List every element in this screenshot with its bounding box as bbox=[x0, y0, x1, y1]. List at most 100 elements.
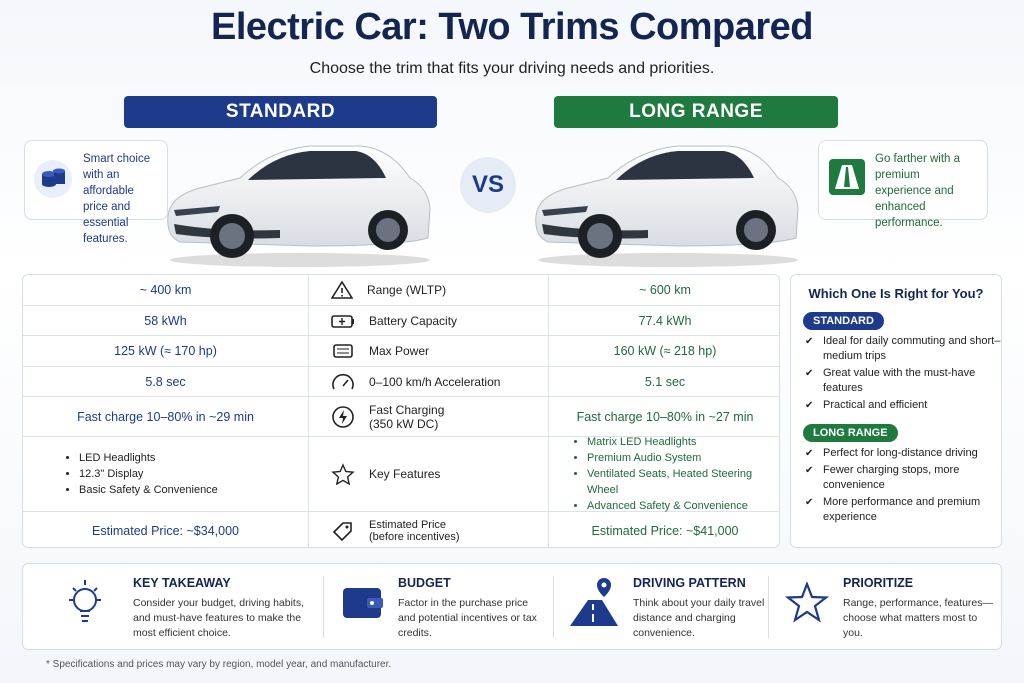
blurb-card: Go farther with a premium experience and… bbox=[818, 140, 988, 229]
tip-text: Range, performance, features—choose what… bbox=[843, 597, 993, 639]
spec-table: ~ 400 km Range (WLTP) ~ 600 km 58 kWh Batte… bbox=[22, 274, 780, 548]
tip-title: KEY TAKEAWAY bbox=[133, 576, 231, 590]
tip-text: Factor in the purchase price and potenti… bbox=[398, 597, 537, 639]
car-image bbox=[535, 145, 799, 268]
spec-label: Estimated Price (before incentives) bbox=[369, 518, 460, 543]
check-item: More performance and premium experience bbox=[805, 495, 1001, 525]
cell: Key Features bbox=[309, 437, 549, 511]
cell: LED Headlights12.3" DisplayBasic Safety … bbox=[23, 437, 309, 511]
spec-label: Range (WLTP) bbox=[367, 283, 447, 297]
footnote: * Specifications and prices may vary by … bbox=[46, 659, 392, 670]
tip: DRIVING PATTERN Think about your daily tr… bbox=[633, 572, 768, 642]
wallet-icon bbox=[343, 588, 383, 618]
tip: PRIORITIZE Range, performance, features—c… bbox=[843, 572, 993, 642]
separator bbox=[553, 576, 554, 638]
cell: Fast Charging (350 kW DC) bbox=[309, 397, 549, 436]
blurb-card: Smart choice with an affordable price an… bbox=[24, 140, 168, 245]
icon bbox=[331, 280, 353, 299]
bulb-icon bbox=[69, 580, 101, 622]
icon bbox=[331, 463, 355, 485]
spec-row: ~ 400 km Range (WLTP) ~ 600 km bbox=[23, 275, 779, 306]
feature: Ventilated Seats, Heated Steering Wheel bbox=[587, 466, 779, 498]
advice-group: LONG RANGE bbox=[791, 423, 1001, 442]
spec-label: Max Power bbox=[369, 344, 430, 358]
cell: ~ 400 km bbox=[23, 275, 309, 305]
route-icon bbox=[570, 578, 618, 626]
road-icon bbox=[829, 159, 865, 195]
tip: KEY TAKEAWAY Consider your budget, drivin… bbox=[133, 572, 318, 642]
cell: 0–100 km/h Acceleration bbox=[309, 367, 549, 396]
feature: 12.3" Display bbox=[79, 466, 218, 482]
cell: Estimated Price: ~$34,000 bbox=[23, 512, 309, 547]
cell: 160 kW (≈ 218 hp) bbox=[613, 344, 717, 358]
feature-list: Matrix LED HeadlightsPremium Audio Syste… bbox=[571, 434, 779, 514]
feature-list: LED Headlights12.3" DisplayBasic Safety … bbox=[63, 450, 218, 498]
cell: Estimated Price (before incentives) bbox=[309, 512, 549, 547]
check-item: Great value with the must-have features bbox=[805, 366, 1001, 396]
feature: Premium Audio System bbox=[587, 450, 779, 466]
icon bbox=[332, 521, 352, 541]
cell: ~ 600 km bbox=[639, 283, 691, 297]
separator bbox=[768, 576, 769, 638]
tip: BUDGET Factor in the purchase price and p… bbox=[398, 572, 548, 642]
car-image bbox=[167, 145, 431, 268]
icon bbox=[333, 344, 353, 358]
tip-text: Consider your budget, driving habits, an… bbox=[133, 597, 305, 639]
feature: LED Headlights bbox=[79, 450, 218, 466]
feature: Basic Safety & Convenience bbox=[79, 482, 218, 498]
cell: Fast charge 10–80% in ~27 min bbox=[576, 409, 754, 424]
icon bbox=[332, 405, 354, 428]
spec-row: Fast charge 10–80% in ~29 min Fast Chargi… bbox=[23, 397, 779, 437]
icon bbox=[332, 373, 354, 389]
star-icon bbox=[785, 582, 829, 623]
title: Electric Car: Two Trims Compared bbox=[210, 6, 814, 48]
spec-row: 5.8 sec 0–100 km/h Acceleration 5.1 sec bbox=[23, 367, 779, 397]
tip-text: Think about your daily travel distance a… bbox=[633, 597, 765, 639]
tag: STANDARD bbox=[803, 312, 884, 330]
coins-icon bbox=[34, 160, 72, 198]
subtitle: Choose the trim that fits your driving n… bbox=[309, 60, 715, 77]
check-item: Ideal for daily commuting and short–medi… bbox=[805, 334, 1001, 364]
cell: Max Power bbox=[309, 336, 549, 366]
cell: 77.4 kWh bbox=[638, 313, 692, 328]
blurb: Go farther with a premium experience and… bbox=[875, 153, 961, 229]
cell: Matrix LED HeadlightsPremium Audio Syste… bbox=[549, 434, 779, 514]
spec-row: 125 kW (≈ 170 hp) Max Power 160 kW (≈ 218 … bbox=[23, 336, 779, 367]
tip-title: PRIORITIZE bbox=[843, 576, 914, 590]
blurb: Smart choice with an affordable price an… bbox=[83, 153, 151, 245]
trim-banner: STANDARD bbox=[124, 96, 437, 128]
feature: Matrix LED Headlights bbox=[587, 434, 779, 450]
cell: Fast charge 10–80% in ~29 min bbox=[23, 397, 309, 436]
advice-panel: Which One Is Right for You? STANDARD Ide… bbox=[790, 274, 1002, 548]
cell: 125 kW (≈ 170 hp) bbox=[23, 336, 309, 366]
feature: Advanced Safety & Convenience bbox=[587, 498, 779, 514]
spec-label: Battery Capacity bbox=[369, 313, 458, 328]
check-list: Perfect for long-distance driving Fewer c… bbox=[791, 446, 1001, 525]
separator bbox=[323, 576, 324, 638]
spec-label: 0–100 km/h Acceleration bbox=[369, 374, 501, 389]
vs-badge: VS bbox=[460, 157, 516, 213]
check-item: Practical and efficient bbox=[805, 398, 1001, 413]
tip-title: BUDGET bbox=[398, 576, 451, 590]
trim-banner: LONG RANGE bbox=[554, 96, 838, 128]
advice-title: Which One Is Right for You? bbox=[808, 286, 984, 301]
cell: 5.1 sec bbox=[644, 374, 686, 389]
check-item: Fewer charging stops, more convenience bbox=[805, 463, 1001, 493]
cell: Battery Capacity bbox=[309, 306, 549, 335]
icon bbox=[331, 314, 354, 328]
spec-row: Estimated Price: ~$34,000 Estimated Price… bbox=[23, 512, 779, 547]
cell: Estimated Price: ~$41,000 bbox=[591, 523, 739, 538]
check-list: Ideal for daily commuting and short–medi… bbox=[791, 334, 1001, 413]
cell: Range (WLTP) bbox=[309, 275, 549, 305]
spec-label: Key Features bbox=[369, 467, 441, 481]
advice-group: STANDARD bbox=[791, 311, 1001, 330]
tip-title: DRIVING PATTERN bbox=[633, 576, 746, 590]
spec-label: Fast Charging (350 kW DC) bbox=[369, 402, 445, 431]
check-item: Perfect for long-distance driving bbox=[805, 446, 1001, 461]
tag: LONG RANGE bbox=[803, 424, 898, 442]
spec-row: LED Headlights12.3" DisplayBasic Safety … bbox=[23, 434, 779, 514]
cell: 5.8 sec bbox=[23, 367, 309, 396]
tips-panel: KEY TAKEAWAY Consider your budget, drivin… bbox=[22, 563, 1002, 650]
cell: 58 kWh bbox=[23, 306, 309, 335]
spec-row: 58 kWh Battery Capacity 77.4 kWh bbox=[23, 306, 779, 336]
